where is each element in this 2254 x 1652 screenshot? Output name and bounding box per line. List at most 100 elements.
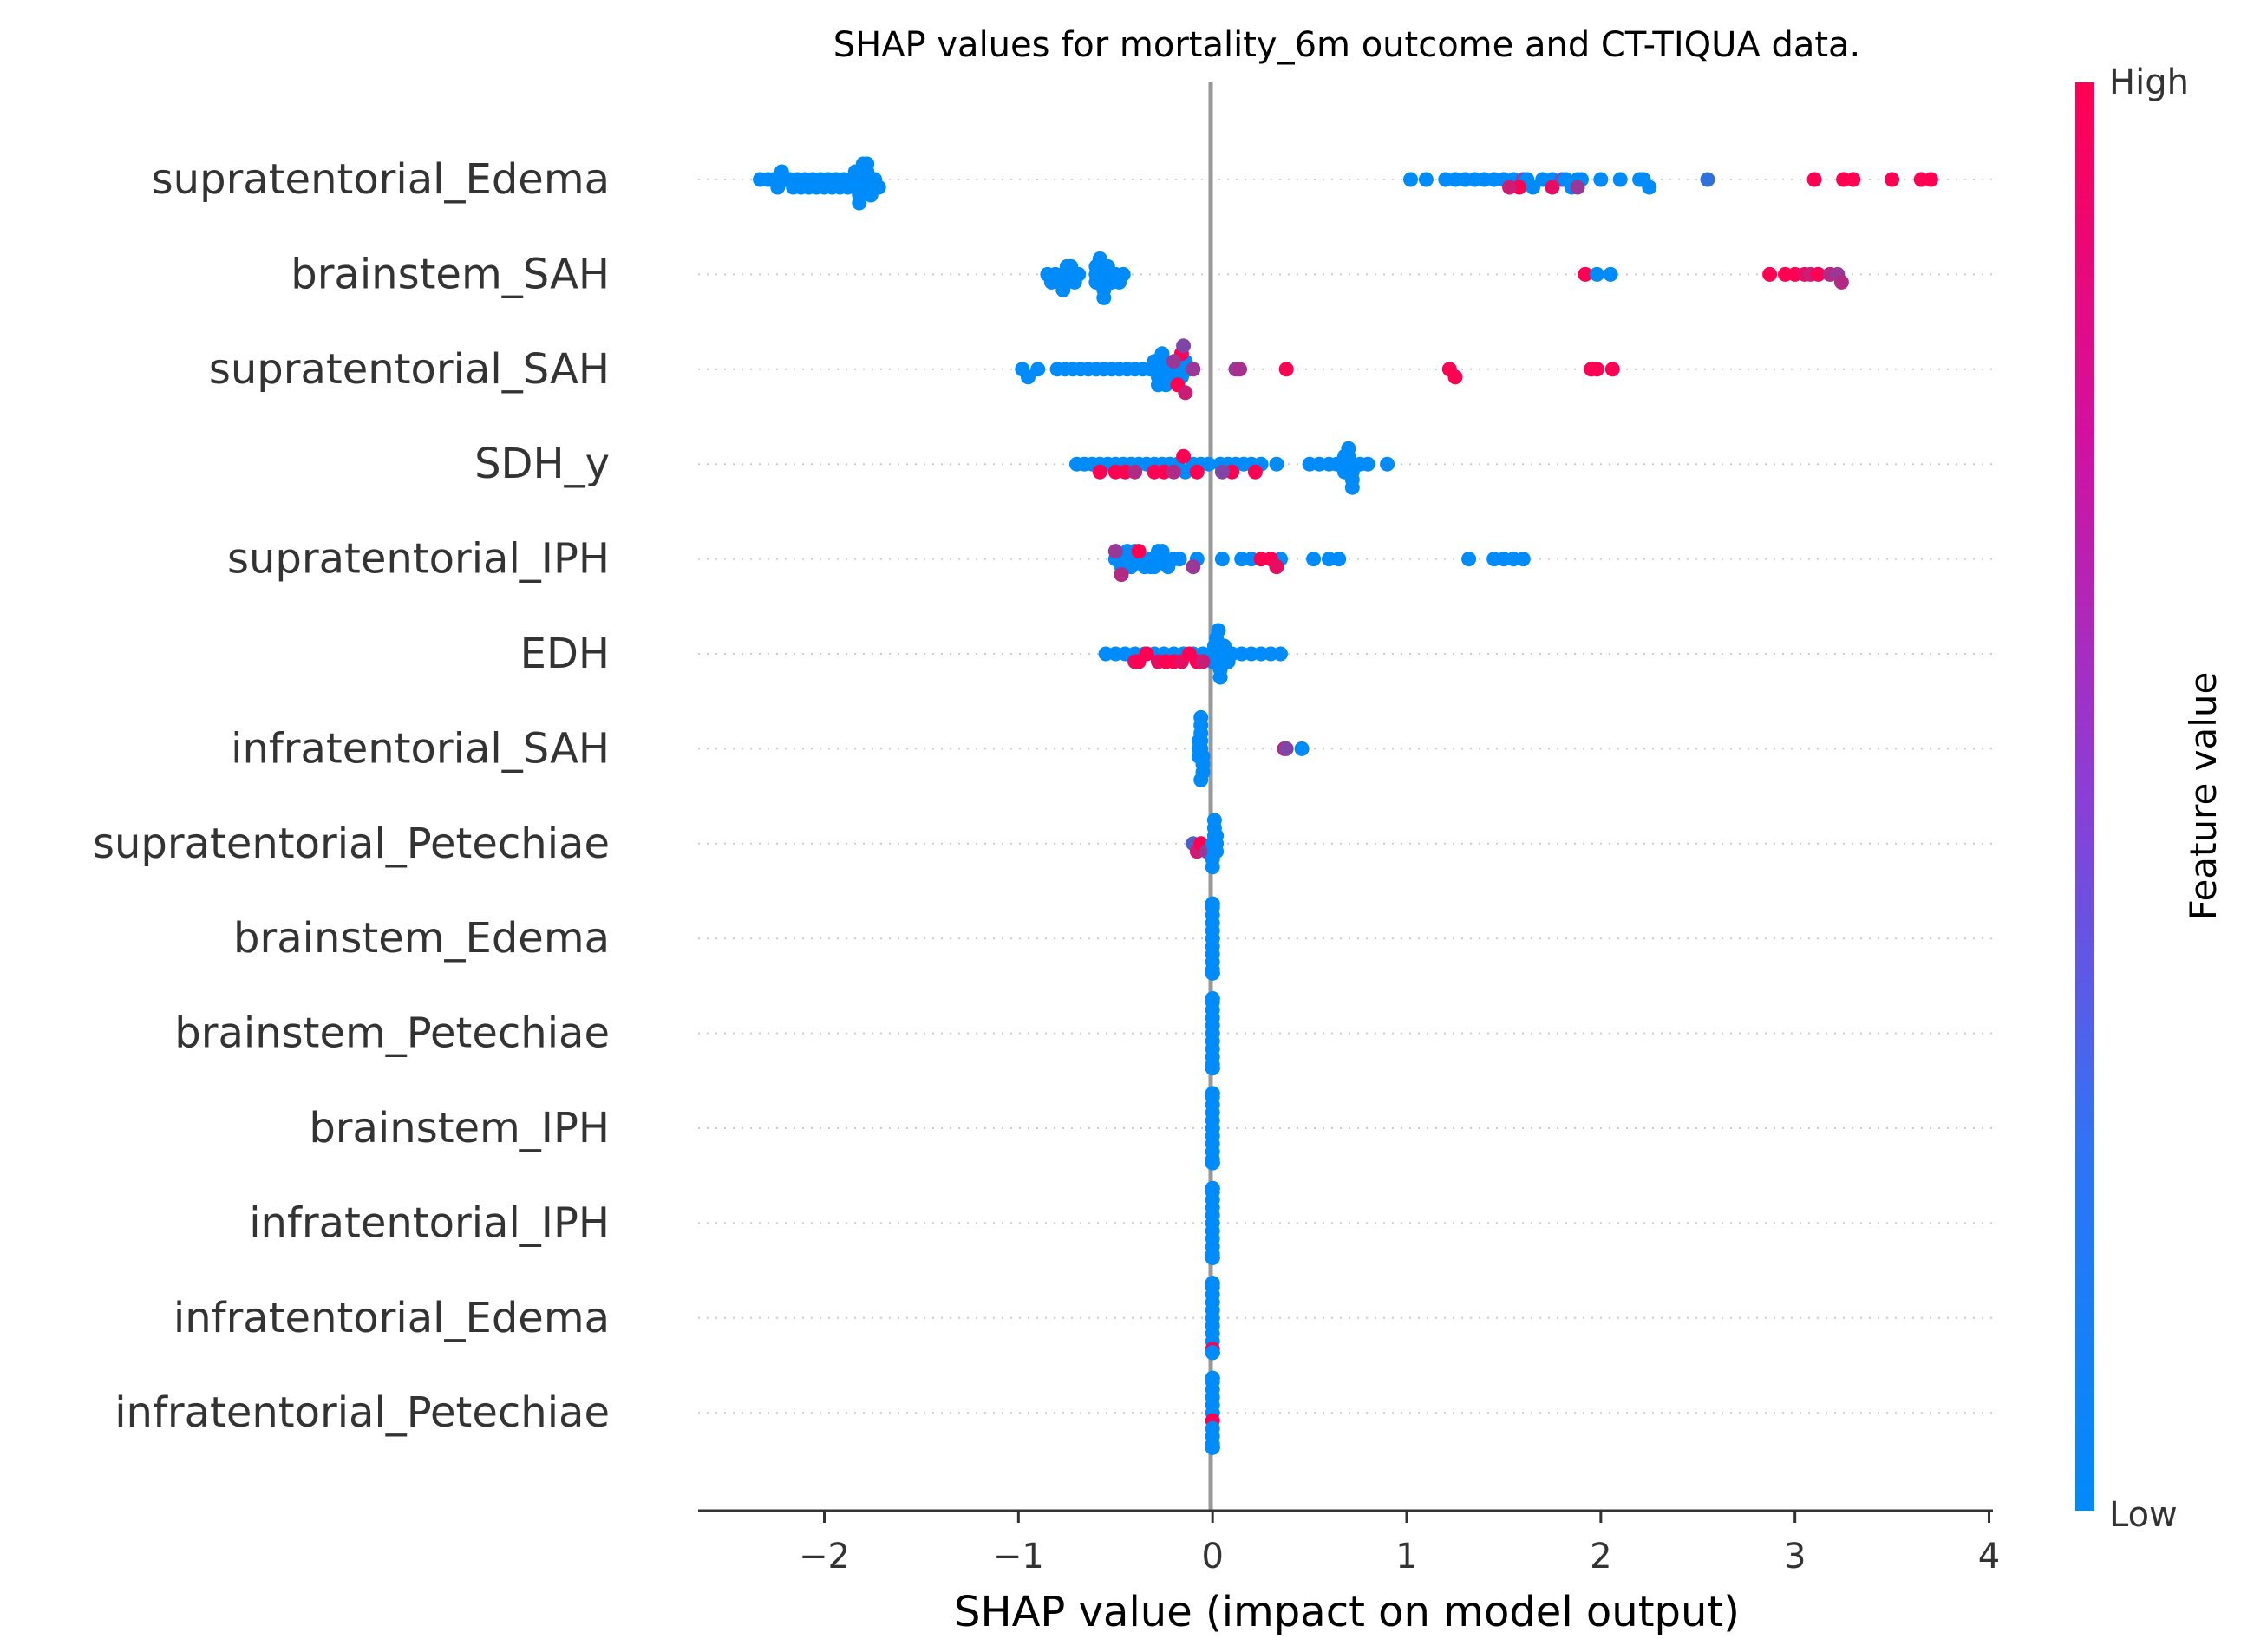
- shap-point: [1205, 1180, 1220, 1196]
- shap-points: [753, 156, 1938, 1455]
- shap-point: [1205, 1345, 1220, 1361]
- feature-label: brainstem_Petechiae: [174, 1009, 610, 1058]
- colorbar-title: Feature value: [2182, 672, 2225, 921]
- shap-point: [1205, 896, 1220, 911]
- feature-label: supratentorial_IPH: [227, 535, 610, 584]
- shap-point: [1189, 464, 1205, 480]
- x-axis-label: SHAP value (impact on model output): [954, 1588, 1740, 1636]
- shap-point: [1214, 552, 1230, 567]
- shap-point: [1269, 456, 1284, 472]
- shap-point: [1088, 274, 1104, 290]
- shap-point: [1154, 544, 1170, 559]
- shap-point: [1151, 377, 1166, 393]
- shap-point: [1306, 552, 1322, 567]
- row-guide-lines: [698, 179, 1993, 1414]
- feature-label: infratentorial_SAH: [231, 724, 610, 773]
- shap-point: [1344, 480, 1360, 495]
- shap-point: [1806, 172, 1822, 187]
- shap-point: [1205, 859, 1220, 875]
- shap-point: [1461, 552, 1477, 567]
- shap-point: [1205, 1155, 1220, 1171]
- shap-point: [1205, 1440, 1220, 1455]
- chart-title: SHAP values for mortality_6m outcome and…: [833, 25, 1861, 65]
- shap-point: [1923, 172, 1938, 187]
- shap-point: [1143, 559, 1158, 575]
- shap-point: [1278, 741, 1294, 756]
- shap-point: [1360, 456, 1375, 472]
- shap-point: [1114, 567, 1129, 583]
- shap-point: [1846, 172, 1861, 187]
- feature-label: brainstem_Edema: [233, 914, 610, 963]
- shap-point: [1176, 338, 1192, 354]
- feature-label: infratentorial_IPH: [249, 1198, 610, 1247]
- shap-point: [1195, 654, 1211, 669]
- shap-point: [1700, 172, 1715, 187]
- shap-point: [1232, 362, 1247, 377]
- shap-point: [1186, 559, 1201, 575]
- x-axis-ticks: −2 −1 0 1 2 3 4: [799, 1511, 2000, 1577]
- feature-labels: supratentorial_Edema brainstem_SAHsuprate…: [93, 155, 610, 1437]
- shap-point: [1278, 362, 1294, 377]
- shap-point: [1642, 180, 1657, 195]
- shap-point: [1166, 354, 1181, 369]
- shap-point: [852, 195, 867, 211]
- shap-point: [1088, 258, 1104, 274]
- shap-point: [1178, 385, 1193, 401]
- x-tick-label: 2: [1590, 1537, 1611, 1577]
- shap-point: [1593, 172, 1609, 187]
- shap-point: [863, 187, 879, 203]
- feature-label: supratentorial_SAH: [209, 345, 610, 394]
- shap-point: [1212, 669, 1228, 685]
- shap-point: [1811, 266, 1826, 282]
- shap-point: [1603, 266, 1618, 282]
- x-tick-label: 1: [1395, 1537, 1417, 1577]
- shap-point: [1201, 456, 1217, 472]
- feature-label: infratentorial_Petechiae: [114, 1388, 610, 1437]
- shap-point: [1206, 638, 1222, 654]
- shap-point: [1063, 258, 1079, 274]
- shap-point: [1206, 813, 1222, 828]
- shap-point: [1269, 559, 1284, 575]
- feature-label: supratentorial_Petechiae: [93, 819, 610, 868]
- colorbar: [2075, 82, 2094, 1511]
- shap-point: [1211, 623, 1226, 638]
- shap-point: [1055, 282, 1071, 297]
- shap-point: [1762, 266, 1778, 282]
- colorbar-low-label: Low: [2109, 1495, 2178, 1535]
- shap-point: [1885, 172, 1900, 187]
- colorbar-high-label: High: [2109, 62, 2189, 102]
- shap-point: [1403, 172, 1418, 187]
- shap-point: [1131, 544, 1147, 559]
- shap-point: [1589, 266, 1604, 282]
- shap-point: [1209, 844, 1225, 859]
- shap-point: [1273, 646, 1288, 662]
- shap-point: [1193, 709, 1209, 725]
- shap-point: [1502, 180, 1518, 195]
- feature-label: SDH_y: [474, 440, 610, 488]
- shap-point: [1030, 362, 1046, 377]
- x-tick-label: 3: [1784, 1537, 1806, 1577]
- feature-label: brainstem_IPH: [309, 1104, 610, 1152]
- shap-point: [1418, 172, 1434, 187]
- shap-point: [1612, 172, 1628, 187]
- shap-point: [1186, 362, 1201, 377]
- shap-point: [1331, 552, 1347, 567]
- shap-point: [1205, 1250, 1220, 1265]
- shap-point: [1205, 991, 1220, 1007]
- shap-point: [859, 156, 875, 172]
- x-tick-label: −2: [799, 1537, 850, 1577]
- feature-label: infratentorial_Edema: [173, 1294, 610, 1342]
- shap-point: [1209, 828, 1225, 844]
- shap-point: [1545, 180, 1560, 195]
- x-tick-label: −1: [993, 1537, 1044, 1577]
- x-tick-label: 0: [1201, 1537, 1223, 1577]
- shap-point: [1205, 1370, 1220, 1386]
- shap-point: [1166, 464, 1181, 480]
- shap-point: [1127, 464, 1143, 480]
- shap-point: [1096, 290, 1112, 305]
- shap-point: [1092, 464, 1107, 480]
- shap-point: [1380, 456, 1395, 472]
- shap-point: [1107, 544, 1123, 559]
- shap-point: [1172, 552, 1187, 567]
